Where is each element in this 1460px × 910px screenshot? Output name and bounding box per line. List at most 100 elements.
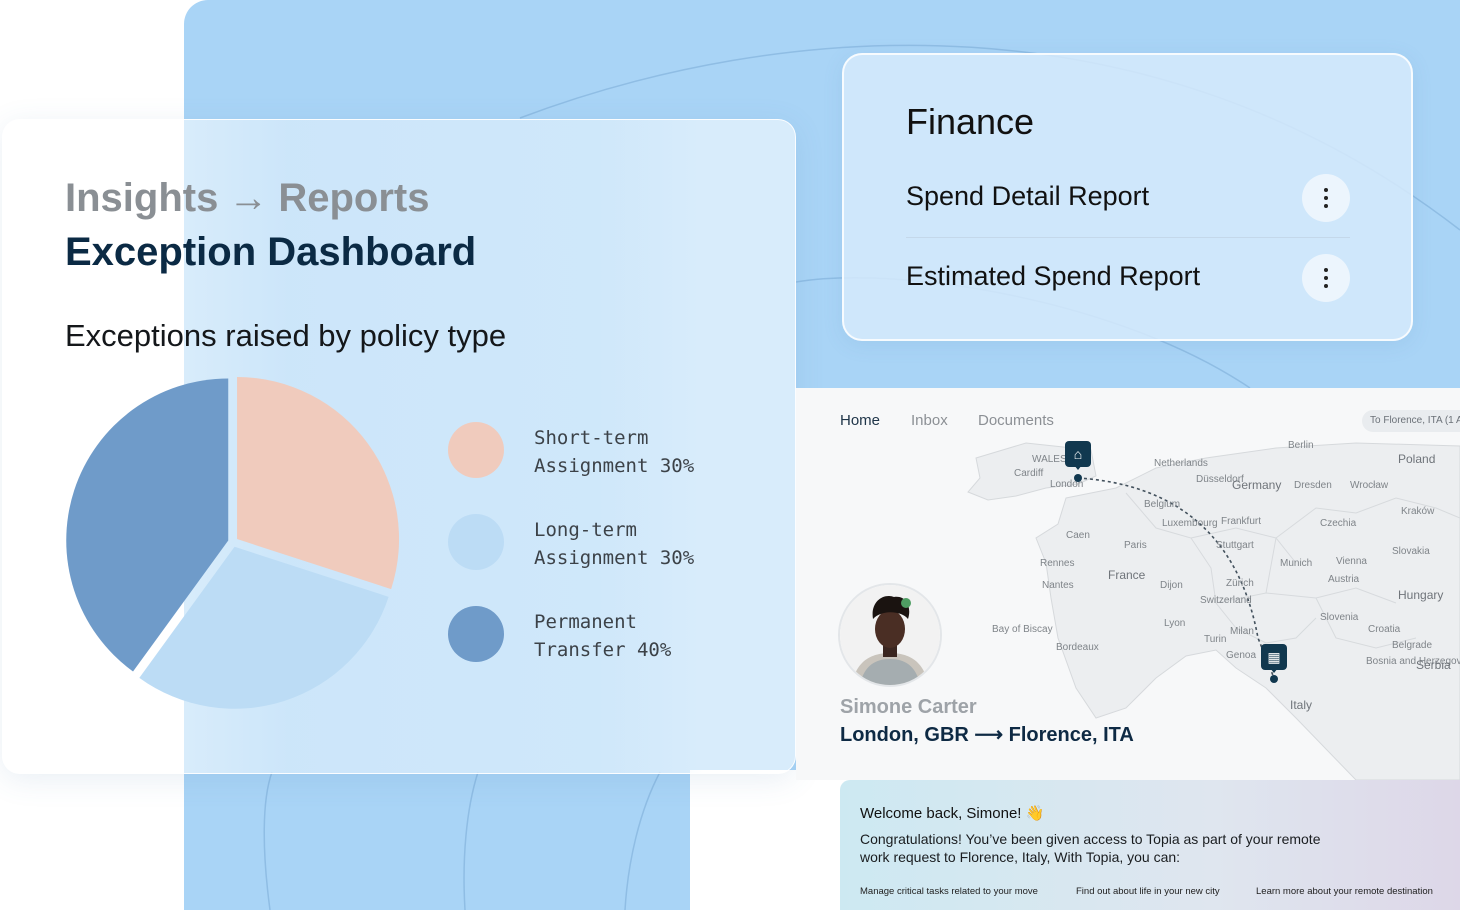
legend-label-line: Assignment 30%: [534, 547, 695, 569]
map-label: Slovakia: [1392, 546, 1430, 557]
map-label: Italy: [1290, 698, 1313, 712]
map-label: Poland: [1398, 452, 1436, 466]
map-label: Rennes: [1040, 558, 1075, 569]
legend-label-permanent: Permanent Transfer 40%: [534, 608, 754, 664]
office-pin[interactable]: ▦: [1261, 644, 1287, 673]
breadcrumb-arrow-icon: →: [228, 176, 269, 220]
map-label: Switzerland: [1200, 595, 1252, 606]
report-label[interactable]: Spend Detail Report: [906, 181, 1150, 211]
map-label: Stuttgart: [1216, 540, 1254, 551]
map-label: Wrocław: [1350, 480, 1389, 491]
map-label: Frankfurt: [1221, 516, 1262, 527]
avatar-image: [840, 585, 940, 685]
legend-label-line: Permanent: [534, 611, 637, 633]
home-pin[interactable]: ⌂: [1065, 441, 1091, 470]
action-link-manage-tasks[interactable]: Manage critical tasks related to your mo…: [860, 886, 1038, 897]
legend-item-long-term: Long-term Assignment 30%: [443, 504, 743, 596]
traveler-name: Simone Carter: [840, 696, 977, 718]
legend-item-short-term: Short-term Assignment 30%: [443, 412, 743, 504]
more-vertical-icon: [1324, 188, 1328, 192]
map-label: Berlin: [1288, 440, 1314, 451]
map-label: Paris: [1124, 540, 1147, 551]
report-row-spend-detail[interactable]: Spend Detail Report: [906, 159, 1350, 237]
welcome-card: Welcome back, Simone! 👋 Congratulations!…: [840, 780, 1460, 910]
europe-map[interactable]: [796, 388, 1460, 780]
legend-item-permanent: Permanent Transfer 40%: [443, 596, 743, 688]
tab-home[interactable]: Home: [840, 412, 881, 429]
map-label: Croatia: [1368, 624, 1401, 635]
origin-marker: [1074, 474, 1082, 482]
map-label: Caen: [1066, 530, 1090, 541]
finance-title: Finance: [906, 101, 1035, 142]
map-label: Lyon: [1164, 618, 1186, 629]
more-vertical-icon: [1324, 284, 1328, 288]
map-label: Vienna: [1336, 556, 1367, 567]
more-vertical-icon: [1324, 204, 1328, 208]
route-text: London, GBR ⟶ Florence, ITA: [840, 724, 1134, 746]
legend-label-line: Short-term: [534, 427, 649, 449]
map-label: Nantes: [1042, 580, 1074, 591]
map-label: Munich: [1280, 558, 1313, 569]
map-label: Austria: [1328, 574, 1360, 585]
map-label: Luxembourg: [1162, 518, 1218, 529]
legend-label-line: Transfer 40%: [534, 639, 672, 661]
map-label: Hungary: [1398, 588, 1444, 602]
legend-swatch-long-term: [448, 514, 504, 570]
map-label: Slovenia: [1320, 612, 1359, 623]
action-link-life-in-city[interactable]: Find out about life in your new city: [1076, 886, 1220, 897]
map-label: Czechia: [1320, 518, 1357, 529]
more-vertical-icon: [1324, 276, 1328, 280]
pie-slice-permanent: [66, 378, 229, 672]
action-link-remote-destination[interactable]: Learn more about your remote destination: [1256, 886, 1433, 897]
welcome-title: Welcome back, Simone! 👋: [860, 805, 1045, 822]
destination-chip[interactable]: To Florence, ITA (1 A: [1362, 410, 1460, 432]
pie-chart: [66, 377, 400, 709]
report-row-estimated-spend[interactable]: Estimated Spend Report: [906, 239, 1350, 317]
map-label: Cardiff: [1014, 468, 1044, 479]
pie-slice-long-term: [139, 546, 389, 709]
legend-swatch-permanent: [448, 606, 504, 662]
map-label: Serbia: [1416, 658, 1451, 672]
chart-legend: Short-term Assignment 30% Long-term Assi…: [443, 412, 743, 688]
map-label: Milan: [1230, 626, 1254, 637]
breadcrumb-item-insights[interactable]: Insights: [65, 176, 219, 220]
home-icon: ⌂: [1073, 446, 1083, 462]
more-options-button[interactable]: [1302, 254, 1350, 302]
more-vertical-icon: [1324, 268, 1328, 272]
map-label: Netherlands: [1154, 458, 1208, 469]
tab-inbox[interactable]: Inbox: [911, 412, 948, 429]
chart-title: Exceptions raised by policy type: [65, 318, 507, 353]
legend-label-line: Long-term: [534, 519, 637, 541]
legend-label-short-term: Short-term Assignment 30%: [534, 424, 754, 480]
more-vertical-icon: [1324, 196, 1328, 200]
map-label: Turin: [1204, 634, 1227, 645]
divider: [906, 237, 1350, 238]
legend-swatch-short-term: [448, 422, 504, 478]
building-icon: ▦: [1267, 649, 1281, 665]
map-label: Belgium: [1144, 499, 1181, 510]
report-label[interactable]: Estimated Spend Report: [906, 261, 1201, 291]
map-label: Genoa: [1226, 650, 1257, 661]
more-options-button[interactable]: [1302, 174, 1350, 222]
map-label: Bay of Biscay: [992, 624, 1053, 635]
map-label: Belgrade: [1392, 640, 1433, 651]
avatar[interactable]: [838, 583, 942, 687]
breadcrumb-item-reports[interactable]: Reports: [278, 176, 430, 220]
map-label: Kraków: [1401, 506, 1435, 517]
legend-label-line: Assignment 30%: [534, 455, 695, 477]
breadcrumb: Insights → Reports: [65, 176, 429, 221]
map-label: Bordeaux: [1056, 642, 1099, 653]
finance-card: Finance Spend Detail Report Estimated Sp…: [842, 53, 1413, 341]
welcome-body: Congratulations! You’ve been given acces…: [860, 831, 1321, 865]
legend-label-long-term: Long-term Assignment 30%: [534, 516, 754, 572]
map-label: Bosnia and Herzegovina: [1366, 656, 1460, 667]
map-label: Zürich: [1226, 578, 1254, 589]
page-title: Exception Dashboard: [65, 230, 477, 274]
tab-documents[interactable]: Documents: [978, 412, 1054, 429]
pie-slice-short-term: [237, 377, 400, 590]
insights-card: Insights → Reports Exception Dashboard Exc…: [2, 119, 796, 774]
map-label: London: [1050, 479, 1084, 490]
map-label: WALES: [1032, 454, 1067, 465]
map-label: Germany: [1232, 478, 1282, 492]
map-label: Dijon: [1160, 580, 1183, 591]
